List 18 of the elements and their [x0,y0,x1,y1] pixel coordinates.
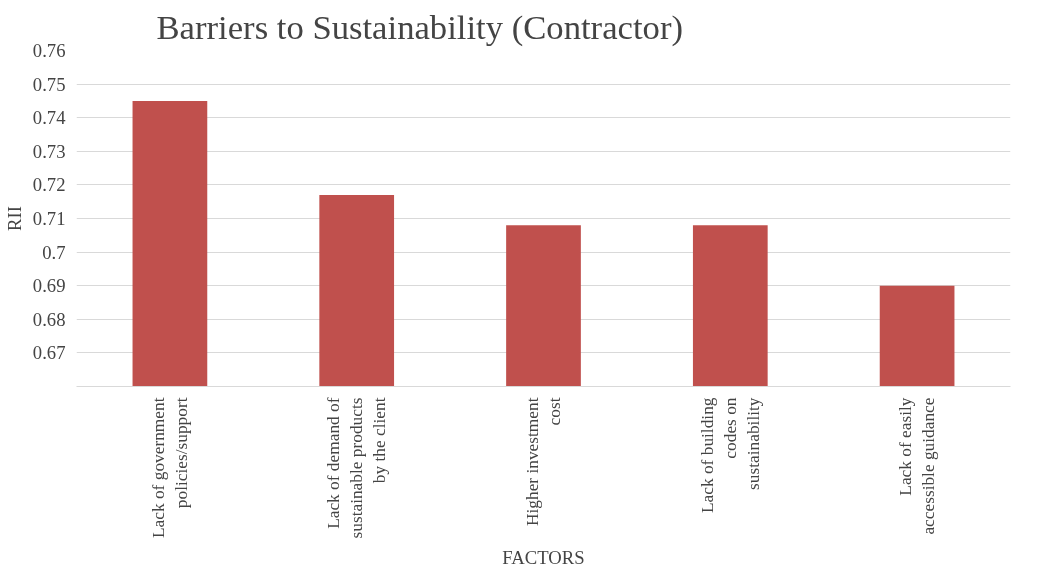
x-tick-label: Higher investment cost [522,397,565,526]
y-tick-label: 0.72 [32,174,66,196]
x-tick-label: Lack of building codes on sustainability [698,397,763,513]
y-axis-title: RII [3,206,25,231]
y-tick-label: 0.67 [32,342,66,364]
y-tick-label: 0.73 [32,140,66,162]
y-tick-label: 0.69 [32,275,66,297]
y-tick-label: 0.75 [32,73,66,95]
chart-title: Barriers to Sustainability (Contractor) [156,7,683,47]
y-tick-label: 0.68 [32,308,66,330]
y-tick-label: 0.74 [32,107,67,129]
y-tick-label: 0.7 [42,241,66,263]
y-tick-label: 0.71 [32,208,66,229]
x-tick-label: Lack of easily accessible guidance [896,397,938,535]
y-tick-label: 0.76 [32,40,66,61]
x-tick-label: Lack of government policies/support [149,397,191,538]
x-tick-label: Lack of demand of sustainable products by the client [324,397,389,539]
x-axis-title: FACTORS [502,546,585,568]
